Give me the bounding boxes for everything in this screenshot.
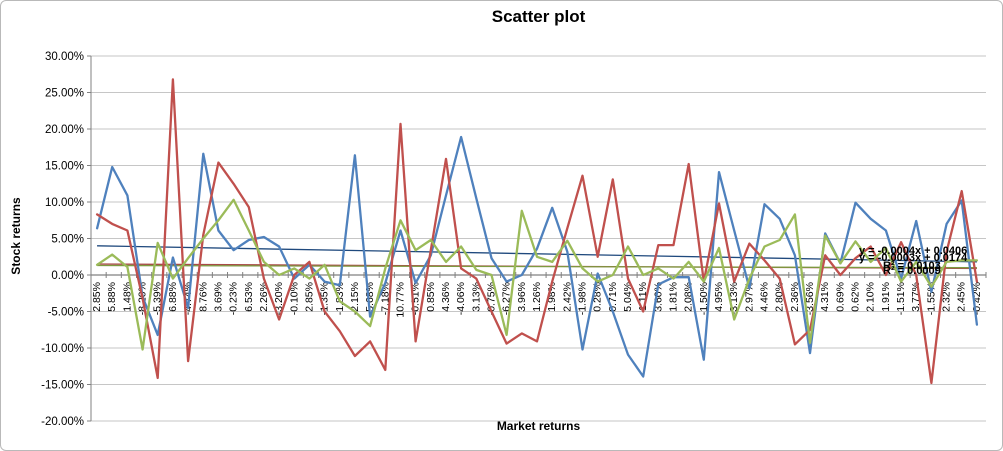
x-tick-label: 3.13% xyxy=(470,282,482,312)
trendline-equations: y = -0.0004x + 0.0406 y = -0.0003x + 0.0… xyxy=(859,245,1002,280)
x-tick-label: 0.85% xyxy=(425,282,437,312)
x-tick-label: 10.77% xyxy=(394,282,406,318)
trend-green xyxy=(97,264,977,269)
x-tick-label: -2.15% xyxy=(349,282,361,315)
x-axis-title: Market returns xyxy=(496,419,581,433)
x-tick-label: 2.36% xyxy=(789,282,801,312)
x-tick-label: 2.32% xyxy=(941,282,953,312)
x-tick-label: -3.56% xyxy=(804,282,816,315)
y-tick-label: -5.00% xyxy=(48,307,84,319)
series-line-stock-returns-red xyxy=(95,78,979,385)
x-tick-label: 2.42% xyxy=(561,282,573,312)
x-tick-label: 0.71% xyxy=(607,282,619,312)
y-tick-label: -15.00% xyxy=(41,380,84,392)
y-tick-label: 0.00% xyxy=(51,270,84,282)
chart-title: Scatter plot xyxy=(491,7,586,26)
trendline-r2-2: R² = 0.0009 xyxy=(883,265,941,277)
x-tick-label: 6.88% xyxy=(167,282,179,312)
y-tick-label: -20.00% xyxy=(41,416,84,428)
x-tick-label: 4.36% xyxy=(440,282,452,312)
y-tick-label: 30.00% xyxy=(45,51,84,63)
x-axis-labels: 2.85% 5.88% 1.48% -8.20% -5.39% 6.88% -4.74% 8.… xyxy=(90,272,987,318)
x-tick-label: 1.81% xyxy=(668,282,680,312)
x-tick-label: -0.10% xyxy=(288,282,300,315)
x-tick-label: 3.69% xyxy=(212,282,224,312)
x-tick-label: 0.62% xyxy=(850,282,862,312)
x-tick-label: -1.35% xyxy=(319,282,331,315)
y-tick-label: 5.00% xyxy=(51,234,84,246)
x-tick-label: 2.45% xyxy=(956,282,968,312)
x-tick-label: 2.26% xyxy=(258,282,270,312)
x-tick-label: -1.98% xyxy=(576,282,588,315)
x-tick-label: -6.27% xyxy=(501,282,513,315)
x-tick-label: -1.51% xyxy=(895,282,907,315)
x-tick-label: 8.76% xyxy=(197,282,209,312)
trendline-equation-1: y = -0.0004x + 0.0406 xyxy=(859,245,968,257)
gridlines xyxy=(87,55,986,422)
y-tick-label: 20.00% xyxy=(45,124,84,136)
trendline-equation-2: y = -0.0003x + 0.0174 xyxy=(859,252,968,264)
x-tick-label: 5.88% xyxy=(106,282,118,312)
x-tick-label: 4.95% xyxy=(713,282,725,312)
x-tick-label: 1.48% xyxy=(121,282,133,312)
x-tick-label: 2.10% xyxy=(865,282,877,312)
y-tick-label: 10.00% xyxy=(45,197,84,209)
x-tick-label: 4.46% xyxy=(759,282,771,312)
x-tick-label: -4.06% xyxy=(455,282,467,315)
x-tick-label: 6.53% xyxy=(243,282,255,312)
y-tick-label: 15.00% xyxy=(45,161,84,173)
y-tick-label: -10.00% xyxy=(41,343,84,355)
x-tick-label: 3.96% xyxy=(516,282,528,312)
x-tick-label: 2.85% xyxy=(91,282,103,312)
y-axis-labels: 30.00% 25.00% 20.00% 15.00% 10.00% 5.00% 0.00%… xyxy=(41,51,84,428)
x-tick-label: -3.20% xyxy=(273,282,285,315)
x-tick-label: -0.23% xyxy=(228,282,240,315)
series-lines xyxy=(95,78,979,385)
x-tick-label: 1.26% xyxy=(531,282,543,312)
x-tick-label: 0.69% xyxy=(834,282,846,312)
series-line-stock-returns-green xyxy=(95,198,979,351)
x-tick-label: -1.55% xyxy=(925,282,937,315)
x-tick-label: 1.91% xyxy=(880,282,892,312)
x-tick-label: 2.85% xyxy=(303,282,315,312)
y-tick-label: 25.00% xyxy=(45,88,84,100)
x-tick-label: -1.50% xyxy=(698,282,710,315)
x-tick-label: 5.04% xyxy=(622,282,634,312)
x-tick-label: 4.31% xyxy=(819,282,831,312)
trendline-r2-1: R² = 0.0103 xyxy=(883,260,941,272)
